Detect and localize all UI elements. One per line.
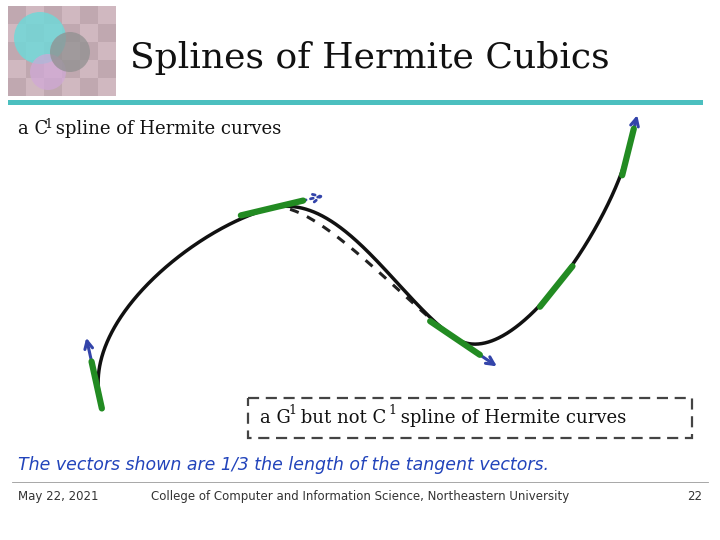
Bar (26, 24, 44, 42)
Bar (98, 24, 116, 42)
Text: 1: 1 (44, 118, 52, 131)
Bar (8, 6, 26, 24)
Text: Splines of Hermite Cubics: Splines of Hermite Cubics (130, 41, 610, 75)
Circle shape (50, 32, 90, 72)
Bar (8, 100, 703, 105)
Bar (8, 60, 26, 78)
Circle shape (14, 12, 66, 64)
Text: 22: 22 (687, 490, 702, 503)
Text: spline of Hermite curves: spline of Hermite curves (395, 409, 626, 427)
Bar (62, 42, 80, 60)
Bar (98, 42, 116, 60)
Bar (80, 24, 98, 42)
Bar (80, 78, 98, 96)
Bar (98, 6, 116, 24)
Bar (44, 78, 62, 96)
Text: 1: 1 (388, 404, 396, 417)
Bar (44, 24, 62, 42)
Bar (44, 42, 62, 60)
Bar (98, 78, 116, 96)
Bar (80, 6, 98, 24)
Bar (62, 78, 80, 96)
Text: a G: a G (260, 409, 291, 427)
Text: College of Computer and Information Science, Northeastern University: College of Computer and Information Scie… (151, 490, 569, 503)
Text: a C: a C (18, 120, 48, 138)
Text: May 22, 2021: May 22, 2021 (18, 490, 99, 503)
Bar (62, 6, 80, 24)
Bar (8, 24, 26, 42)
Circle shape (30, 54, 66, 90)
Bar (98, 60, 116, 78)
FancyBboxPatch shape (248, 398, 692, 438)
Bar (80, 42, 98, 60)
Bar (26, 78, 44, 96)
Bar (26, 60, 44, 78)
Bar (80, 60, 98, 78)
Bar (26, 42, 44, 60)
Bar (44, 6, 62, 24)
Text: spline of Hermite curves: spline of Hermite curves (50, 120, 282, 138)
Text: but not C: but not C (295, 409, 386, 427)
Text: 1: 1 (288, 404, 296, 417)
Bar (8, 6, 116, 94)
Bar (26, 6, 44, 24)
Bar (62, 60, 80, 78)
Bar (8, 78, 26, 96)
Bar (62, 24, 80, 42)
Bar (44, 60, 62, 78)
Text: The vectors shown are 1/3 the length of the tangent vectors.: The vectors shown are 1/3 the length of … (18, 456, 549, 474)
Bar (8, 42, 26, 60)
